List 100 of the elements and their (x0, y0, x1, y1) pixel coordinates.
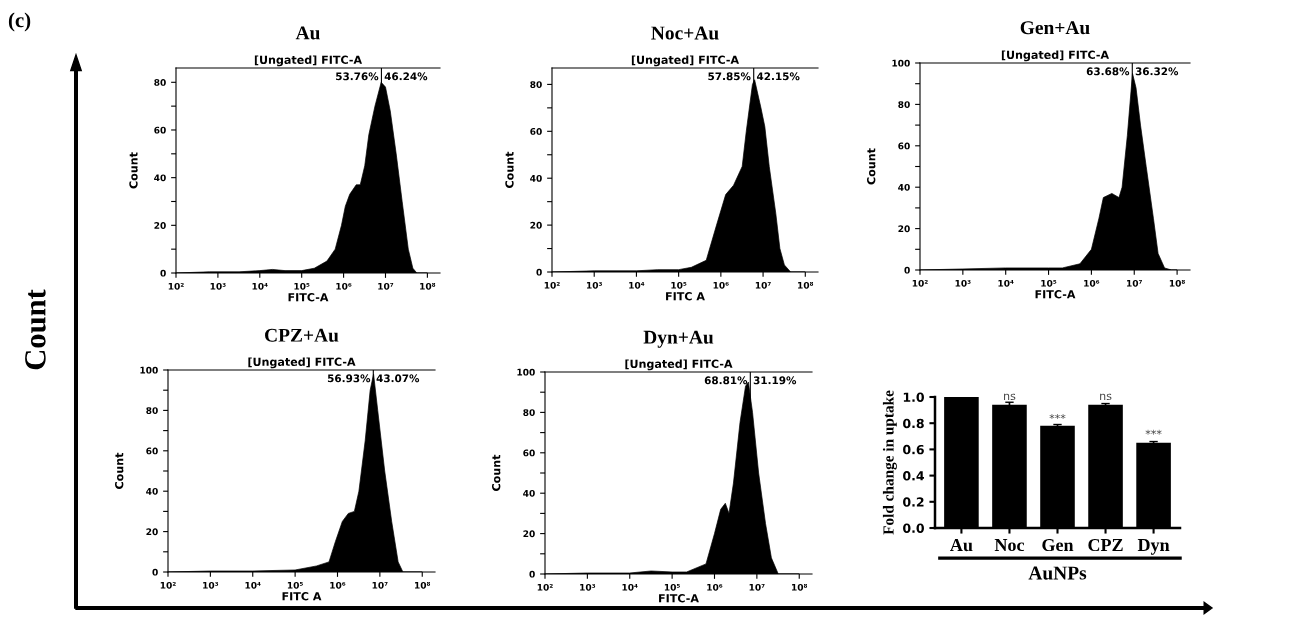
x-tick-label: 10⁴ (998, 279, 1014, 287)
x-axis-title: FITC-A (288, 293, 329, 302)
y-axis-title: Count (114, 452, 124, 489)
x-tick-label: 10⁸ (792, 583, 808, 591)
y-axis-title: Fold change in uptake (882, 390, 897, 535)
y-tick-label: 40 (530, 174, 542, 182)
y-tick-label: 0.2 (903, 497, 924, 507)
x-tick-label: 10³ (580, 583, 596, 591)
y-tick-label: 60 (146, 447, 158, 455)
x-axis-title: AuNPs (1028, 566, 1087, 580)
y-tick-label: 60 (530, 128, 542, 135)
x-tick-label: 10³ (955, 279, 971, 287)
x-tick-label: 10⁴ (245, 581, 261, 589)
annotation: 56.93% (327, 374, 371, 383)
x-tick-label: 10⁴ (622, 583, 638, 591)
x-tick-label: 10⁶ (1084, 279, 1100, 287)
chart-title: Au (295, 26, 320, 40)
chart-title: Gen+Au (1020, 21, 1090, 35)
y-tick-label: 80 (523, 409, 535, 416)
y-axis-title: Count (866, 148, 876, 185)
annotation: 53.76% (336, 72, 379, 81)
x-tick-label: 10⁸ (415, 581, 431, 589)
x-tick-label: Au (950, 539, 973, 552)
x-tick-label: 10⁶ (713, 281, 729, 289)
y-tick-label: 100 (517, 368, 535, 376)
chart-subtitle: [Ungated] FITC-A (254, 55, 363, 67)
x-tick-label: 10⁶ (336, 282, 352, 290)
text: (c) (8, 12, 31, 32)
x-tick-label: 10⁴ (629, 281, 645, 289)
x-tick-label: 10⁸ (420, 282, 436, 290)
x-tick-label: 10² (912, 279, 928, 287)
y-tick-label: 20 (523, 530, 535, 538)
y-tick-label: 20 (154, 222, 166, 229)
y-tick-label: 20 (530, 221, 542, 229)
y-tick-label: 40 (523, 489, 535, 497)
y-tick-label: 80 (898, 101, 910, 108)
x-tick-label: 10⁵ (287, 581, 303, 589)
annotation: ns (1100, 393, 1112, 401)
y-tick-label: 1.0 (903, 392, 924, 402)
x-tick-label: 10⁷ (372, 581, 388, 589)
y-tick-label: 40 (154, 174, 166, 182)
y-tick-label: 40 (146, 487, 158, 495)
y-tick-label: 0.8 (903, 418, 924, 429)
y-tick-label: 60 (523, 449, 535, 457)
annotation: 31.19% (753, 376, 797, 385)
chart-subtitle: [Ungated] FITC-A (631, 55, 740, 67)
y-tick-label: 20 (146, 528, 158, 536)
x-tick-label: Gen (1042, 538, 1074, 552)
x-tick-label: 10³ (210, 282, 226, 290)
annotation: 63.68% (1086, 67, 1130, 76)
annotation: 42.15% (756, 72, 800, 81)
chart-title: Dyn+Au (643, 330, 714, 348)
y-tick-label: 100 (892, 59, 910, 67)
x-tick-label: 10⁷ (749, 583, 765, 591)
y-tick-label: 0 (536, 268, 542, 276)
y-tick-label: 0 (529, 570, 535, 578)
y-tick-label: 20 (898, 225, 910, 233)
x-tick-label: 10² (168, 282, 184, 290)
chart-title: CPZ+Au (265, 328, 339, 342)
annotation: 46.24% (384, 72, 428, 81)
chart-title: Noc+Au (651, 26, 719, 40)
x-axis-title: FITC A (282, 592, 322, 601)
x-tick-label: 10⁷ (1127, 279, 1142, 287)
x-tick-label: 10⁷ (755, 281, 771, 289)
y-axis-title: Count (491, 454, 501, 491)
y-tick-label: 0.6 (903, 444, 924, 455)
x-tick-label: 10⁵ (294, 282, 310, 290)
chart-subtitle: [Ungated] FITC-A (1001, 50, 1110, 62)
y-tick-label: 60 (154, 126, 166, 134)
annotation: 68.81% (704, 376, 748, 385)
y-tick-label: 80 (530, 81, 542, 88)
y-tick-label: 0.4 (903, 471, 925, 481)
y-tick-label: 0 (152, 568, 158, 576)
x-tick-label: 10⁸ (798, 281, 814, 289)
x-tick-label: Noc (994, 539, 1025, 552)
annotation: 43.07% (376, 374, 420, 383)
annotation: *** (1049, 413, 1066, 420)
x-tick-label: CPZ (1088, 538, 1123, 552)
annotation: 57.85% (708, 72, 751, 81)
x-tick-label: 10³ (203, 581, 219, 589)
x-tick-label: 10⁶ (330, 581, 346, 589)
y-tick-label: 80 (146, 407, 158, 414)
annotation: *** (1145, 429, 1162, 435)
x-tick-label: 10² (544, 281, 560, 289)
y-tick-label: 60 (898, 142, 910, 150)
x-tick-label: 10² (537, 583, 553, 591)
x-tick-label: 10² (160, 581, 176, 589)
x-tick-label: 10⁵ (664, 583, 680, 591)
x-axis-title: FITC-A (659, 594, 699, 603)
chart-subtitle: [Ungated] FITC-A (248, 357, 356, 369)
text: Count (25, 289, 46, 370)
y-tick-label: 80 (154, 79, 166, 86)
x-tick-label: 10⁴ (252, 282, 268, 290)
x-tick-label: 10⁵ (1041, 279, 1057, 287)
y-tick-label: 100 (140, 366, 158, 374)
y-axis-title: Count (129, 152, 138, 189)
y-axis-title: Count (505, 151, 514, 188)
x-tick-label: 10⁸ (1169, 279, 1185, 287)
x-axis-title: FITC A (666, 292, 705, 301)
annotation: 36.32% (1135, 67, 1179, 76)
